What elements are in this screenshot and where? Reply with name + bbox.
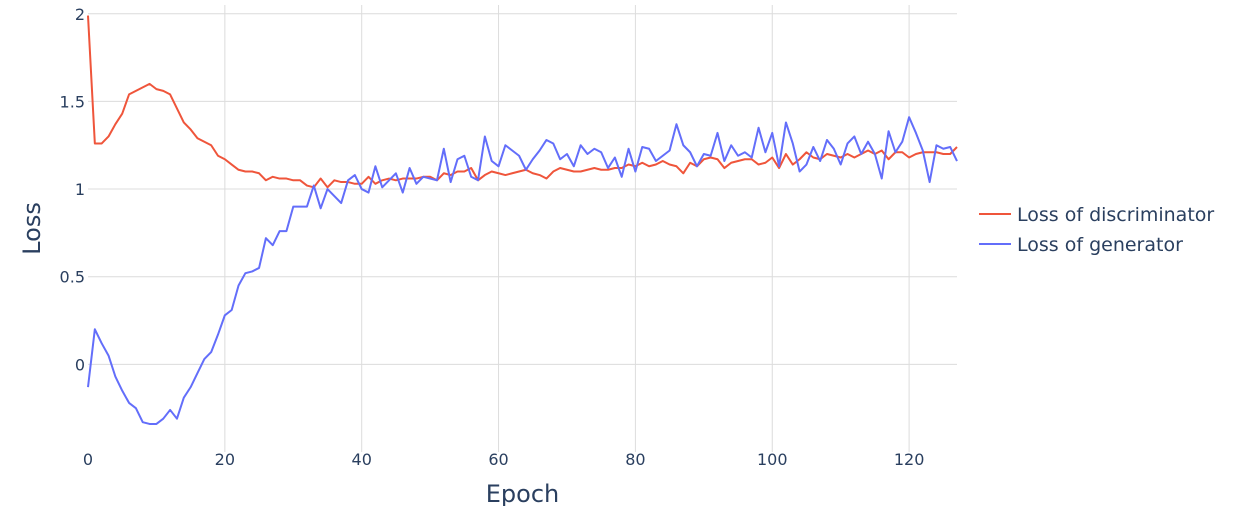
legend-item-generator[interactable]: Loss of generator [979,234,1183,256]
x-tick-label: 20 [215,450,235,469]
x-tick-label: 80 [625,450,645,469]
x-tick-label: 60 [488,450,508,469]
series-line-generator [87,116,958,425]
y-axis-title: Loss [18,202,46,255]
y-tick-label: 2 [75,5,85,24]
legend[interactable]: Loss of discriminator Loss of generator [979,204,1214,256]
x-tick-label: 120 [894,450,925,469]
y-tick-label: 0 [75,355,85,374]
x-tick-label: 40 [352,450,372,469]
legend-label: Loss of discriminator [1017,204,1214,226]
y-tick-label: 1 [75,180,85,199]
y-tick-label: 0.5 [60,268,85,287]
tick-labels: 0 20 40 60 80 100 120 0 0.5 1 1.5 2 [60,5,925,469]
gridlines [88,5,957,452]
x-axis-title: Epoch [486,480,560,506]
series-lines [87,15,958,425]
y-tick-label: 1.5 [60,92,85,111]
x-tick-label: 0 [83,450,93,469]
legend-label: Loss of generator [1017,234,1183,256]
series-line-discriminator [87,15,958,189]
x-tick-label: 100 [757,450,788,469]
legend-item-discriminator[interactable]: Loss of discriminator [979,204,1214,226]
